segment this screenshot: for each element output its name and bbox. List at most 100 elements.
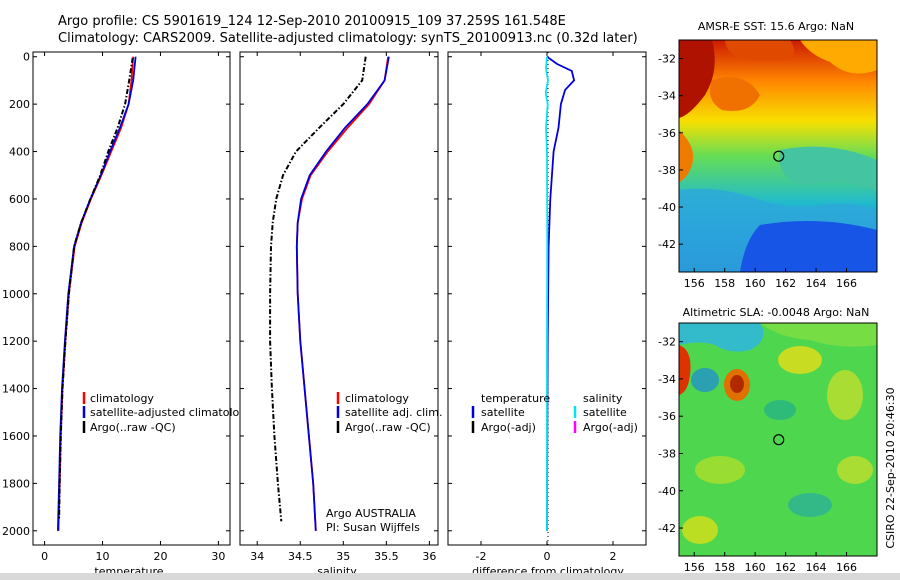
sla-light-north (760, 323, 877, 347)
xtick-label: 0 (544, 550, 551, 563)
sst-orange-east (800, 40, 877, 74)
ytick-label: 800 (9, 240, 30, 253)
temperature-legend: climatology satellite-adjusted climatolo… (82, 392, 253, 434)
difference-lines (544, 55, 576, 531)
ytick-label: 1000 (2, 288, 30, 301)
sst-map-ticks: 156 158 160 162 164 166 -32 -34 -36 -38 -40 -42 (658, 53, 857, 290)
sla-yellow-southeast (837, 456, 873, 484)
legend-temp-argo-label: Argo(-adj) (481, 421, 536, 434)
temperature-panel: 0 200 400 600 800 1000 1200 1400 1600 1800 2000 0 10… (2, 51, 253, 578)
figure-title-line2: Climatology: CARS2009. Satellite-adjuste… (58, 31, 638, 46)
map-xtick-label: 166 (836, 561, 857, 574)
map-ytick-label: -38 (658, 164, 676, 177)
map-xtick-label: 166 (836, 277, 857, 290)
window-bottom-edge (0, 573, 900, 580)
legend-sal-sat-label: satellite (583, 406, 627, 419)
legend-temperature-title: temperature (481, 392, 550, 405)
sst-warm-core (679, 40, 715, 118)
map-ytick-label: -36 (658, 127, 676, 140)
map-ytick-label: -42 (658, 238, 676, 251)
sst-map-title: AMSR-E SST: 15.6 Argo: NaN (698, 20, 854, 33)
salinity-ticks: 34 34.5 35 35.5 36 (240, 52, 438, 563)
argo-pi-annotation: PI: Susan Wijffels (326, 521, 420, 534)
map-ytick-label: -32 (658, 336, 676, 349)
sst-field (679, 40, 877, 272)
ytick-label: 600 (9, 193, 30, 206)
map-xtick-label: 164 (806, 277, 827, 290)
map-ytick-label: -32 (658, 53, 676, 66)
map-ytick-label: -34 (658, 373, 676, 386)
xtick-label: 35 (336, 550, 350, 563)
ytick-label: 1600 (2, 430, 30, 443)
ytick-label: 1400 (2, 383, 30, 396)
sla-cyan-north (679, 323, 764, 352)
sst-map-frame (678, 39, 878, 273)
sst-green-band (779, 146, 877, 190)
sla-argo-location-marker (773, 434, 785, 446)
series-line-argo-raw-qc- (58, 57, 134, 519)
salinity-legend: climatology satellite adj. clim. Argo(..… (336, 392, 442, 434)
sla-red-west (679, 345, 691, 395)
sla-map-ticks: 156 158 160 162 164 166 -32 -34 -36 -38 -40 -42 (658, 336, 857, 574)
sla-high-eddy-core (730, 375, 744, 393)
legend-sal-argo-label: Argo(..raw -QC) (345, 421, 431, 434)
ytick-label: 1800 (2, 477, 30, 490)
map-ytick-label: -42 (658, 522, 676, 535)
legend-sal-argo-label: Argo(-adj) (583, 421, 638, 434)
map-ytick-label: -40 (658, 201, 676, 214)
sst-cold-water (740, 221, 877, 272)
sla-map-panel: Altimetric SLA: -0.0048 Argo: NaN 156 158… (658, 306, 878, 574)
ytick-label: 200 (9, 98, 30, 111)
legend-sal-satellite-label: satellite adj. clim. (345, 406, 442, 419)
sla-yellow-east (827, 370, 863, 420)
xtick-label: 30 (211, 550, 225, 563)
map-ytick-label: -34 (658, 90, 676, 103)
difference-panel: -2 0 2 difference from climatology tempera… (447, 51, 647, 578)
sst-argo-location-marker (773, 150, 785, 162)
sla-low-eddy (691, 368, 719, 392)
map-xtick-label: 156 (684, 561, 705, 574)
map-xtick-label: 156 (684, 277, 705, 290)
sla-map-frame (678, 322, 878, 557)
sst-map-panel: AMSR-E SST: 15.6 Argo: NaN 156 158 160 162 1… (658, 20, 878, 290)
xtick-label: 10 (96, 550, 110, 563)
sla-teal-south (788, 493, 832, 517)
figure-title-line1: Argo profile: CS 5901619_124 12-Sep-2010… (58, 14, 566, 29)
map-ytick-label: -36 (658, 410, 676, 423)
sst-west-eddy (679, 130, 694, 182)
salinity-lines (269, 56, 390, 531)
sla-background (679, 323, 877, 556)
legend-argo-label: Argo(..raw -QC) (90, 421, 176, 434)
csiro-credit: CSIRO 22-Sep-2010 20:46:30 (884, 387, 897, 548)
map-xtick-label: 164 (806, 561, 827, 574)
xtick-label: 20 (153, 550, 167, 563)
legend-salinity-title: salinity (583, 392, 623, 405)
xtick-label: -2 (476, 550, 487, 563)
series-line-satellite-adj-clim- (295, 56, 390, 531)
xtick-label: 34.5 (288, 550, 313, 563)
xtick-label: 2 (610, 550, 617, 563)
ytick-label: 1200 (2, 335, 30, 348)
map-xtick-label: 160 (745, 277, 766, 290)
temperature-lines (57, 56, 137, 531)
sst-orange-eddy (709, 77, 760, 111)
salinity-panel: 34 34.5 35 35.5 36 salinity climatology sate… (239, 51, 442, 578)
xtick-label: 36 (422, 550, 436, 563)
temperature-ticks: 0 200 400 600 800 1000 1200 1400 1600 1800 2000 0 10… (2, 51, 230, 563)
temperature-axes-box (32, 51, 231, 546)
legend-satellite-label: satellite-adjusted climatology (90, 406, 253, 419)
difference-legend: temperature satellite Argo(-adj) salinit… (471, 392, 638, 434)
xtick-label: 34 (250, 550, 264, 563)
sla-map-title: Altimetric SLA: -0.0048 Argo: NaN (683, 306, 870, 319)
series-line-salinity-satellite (544, 56, 549, 531)
map-xtick-label: 162 (775, 277, 796, 290)
xtick-label: 35.5 (374, 550, 399, 563)
ytick-label: 2000 (2, 525, 30, 538)
series-line-argo-raw-qc- (269, 56, 367, 522)
sla-field (679, 323, 877, 556)
salinity-axes-box (239, 51, 439, 546)
map-xtick-label: 162 (775, 561, 796, 574)
xtick-label: 0 (41, 550, 48, 563)
ytick-label: 400 (9, 146, 30, 159)
